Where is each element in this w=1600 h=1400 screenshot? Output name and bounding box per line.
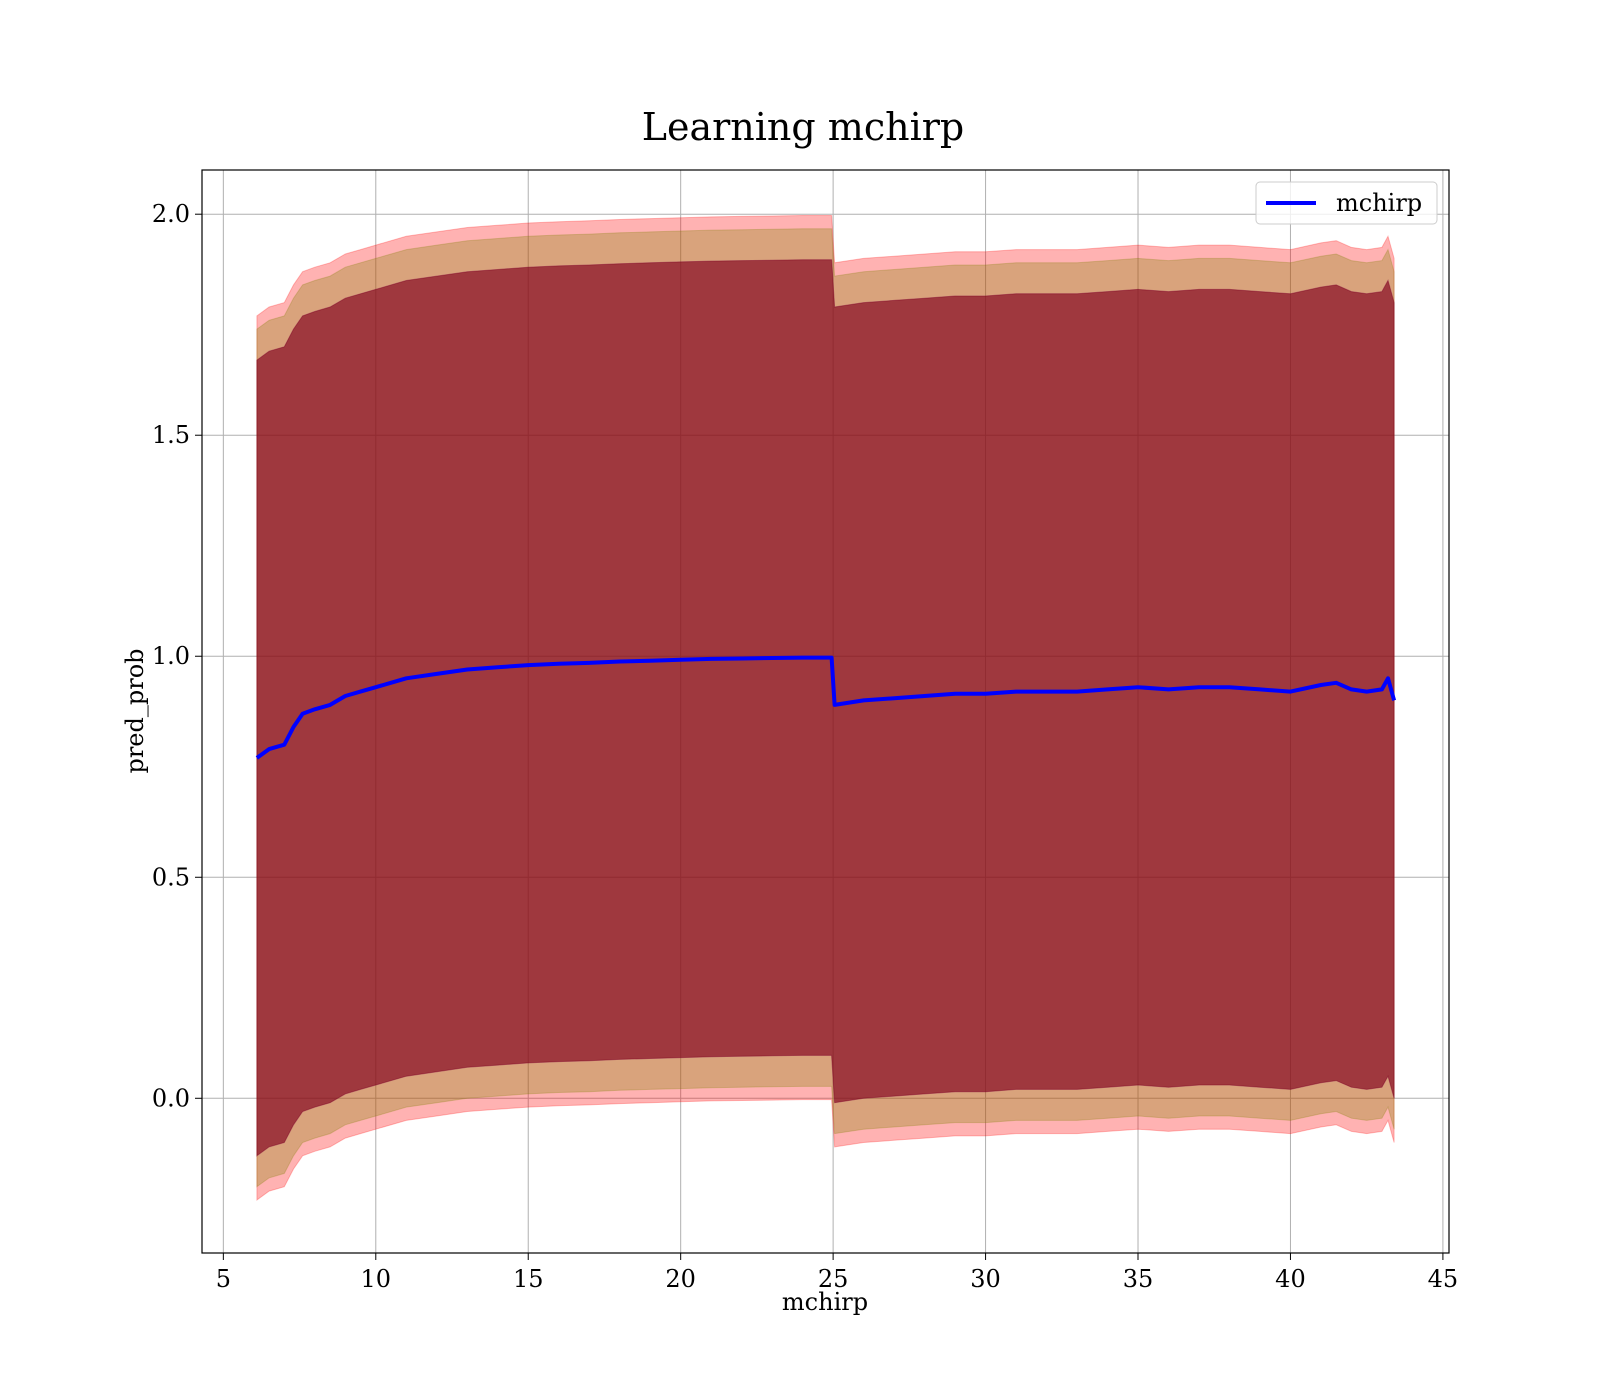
x-tick-label: 5 (216, 1265, 231, 1293)
x-tick-label: 10 (361, 1265, 392, 1293)
y-tick-label: 1.5 (152, 421, 190, 449)
x-tick-label: 25 (818, 1265, 849, 1293)
y-tick-label: 1.0 (152, 642, 190, 670)
x-tick-label: 40 (1275, 1265, 1306, 1293)
series-lines (255, 655, 1397, 760)
y-tick-label: 0.0 (152, 1084, 190, 1112)
legend: mchirp (1255, 181, 1438, 225)
x-tick-label: 15 (513, 1265, 544, 1293)
legend-label: mchirp (1336, 189, 1422, 217)
x-axis-label: mchirp (782, 1288, 868, 1316)
x-tick-label: 45 (1428, 1265, 1459, 1293)
x-tick-label: 35 (1123, 1265, 1154, 1293)
x-axis-ticks: 5 10 15 20 25 30 35 40 45 (216, 1253, 1458, 1293)
legend-box (1255, 181, 1438, 225)
y-axis-ticks: 0.0 0.5 1.0 1.5 2.0 (152, 200, 202, 1112)
series-line-mchirp (255, 655, 1397, 760)
x-tick-label: 20 (665, 1265, 696, 1293)
y-tick-label: 0.5 (152, 863, 190, 891)
plot-frame (201, 169, 1450, 1254)
y-tick-label: 2.0 (152, 200, 190, 228)
band-core (256, 259, 1395, 1157)
x-tick-label: 30 (970, 1265, 1001, 1293)
y-axis-label: pred_prob (121, 648, 149, 773)
confidence-bands (256, 215, 1395, 1201)
plot-area: 5 10 15 20 25 30 35 40 45 0.0 0.5 1.0 1.5 2.0 (152, 169, 1458, 1293)
chart-title: Learning mchirp (642, 105, 964, 149)
